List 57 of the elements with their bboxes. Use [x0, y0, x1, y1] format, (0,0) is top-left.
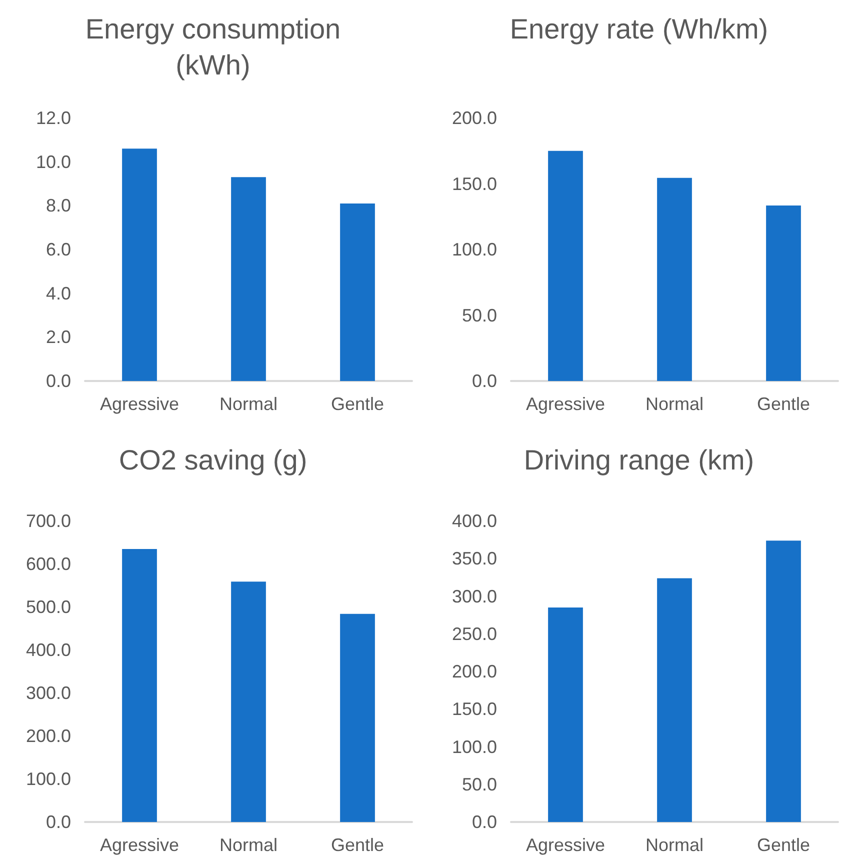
y-tick-label: 8.0: [46, 196, 71, 216]
bar: [122, 148, 157, 381]
bar: [340, 203, 375, 381]
y-tick-label: 300.0: [26, 683, 71, 703]
y-tick-label: 4.0: [46, 283, 71, 304]
y-tick-label: 200.0: [26, 726, 71, 746]
bar: [231, 582, 266, 822]
x-tick-label: Normal: [219, 835, 278, 855]
x-tick-label: Gentle: [756, 835, 810, 855]
y-tick-label: 350.0: [452, 548, 497, 569]
y-tick-label: 0.0: [46, 371, 71, 391]
x-tick-label: Normal: [645, 835, 704, 855]
x-tick-label: Agressive: [526, 835, 606, 855]
bar: [657, 578, 692, 822]
y-tick-label: 150.0: [452, 699, 497, 720]
y-tick-label: 150.0: [452, 174, 497, 194]
x-tick-label: Agressive: [100, 835, 180, 855]
y-tick-label: 10.0: [36, 152, 71, 172]
bar: [340, 614, 375, 822]
bar: [548, 150, 583, 381]
x-tick-label: Normal: [645, 394, 704, 414]
y-tick-label: 0.0: [46, 812, 71, 832]
y-tick-label: 700.0: [26, 511, 71, 531]
y-tick-label: 100.0: [452, 240, 497, 260]
chart-title: Energy consumption (kWh): [85, 14, 341, 80]
chart-title: Energy rate (Wh/km): [510, 14, 768, 44]
x-tick-label: Gentle: [756, 394, 810, 414]
y-tick-label: 200.0: [452, 108, 497, 128]
y-tick-label: 400.0: [452, 511, 497, 531]
y-tick-label: 2.0: [46, 327, 71, 348]
y-tick-label: 250.0: [452, 624, 497, 644]
y-tick-label: 6.0: [46, 240, 71, 260]
y-tick-label: 0.0: [472, 812, 497, 832]
y-tick-label: 100.0: [26, 769, 71, 789]
y-tick-label: 400.0: [26, 640, 71, 660]
y-tick-label: 0.0: [472, 371, 497, 391]
y-tick-label: 100.0: [452, 736, 497, 757]
y-tick-label: 200.0: [452, 662, 497, 682]
y-tick-label: 50.0: [462, 305, 497, 326]
x-tick-label: Normal: [219, 394, 278, 414]
x-tick-label: Agressive: [100, 394, 180, 414]
chart-title: Driving range (km): [524, 444, 754, 476]
y-tick-label: 12.0: [36, 108, 71, 128]
y-tick-label: 500.0: [26, 597, 71, 617]
bar: [548, 608, 583, 822]
chart-title: CO2 saving (g): [118, 444, 308, 476]
x-tick-label: Agressive: [526, 394, 606, 414]
bar: [766, 205, 801, 381]
y-tick-label: 50.0: [462, 774, 497, 794]
bar: [231, 177, 266, 381]
y-tick-label: 300.0: [452, 586, 497, 606]
x-tick-label: Gentle: [330, 394, 384, 414]
y-tick-label: 600.0: [26, 554, 71, 574]
bar: [766, 540, 801, 822]
bar: [657, 178, 692, 381]
bar: [122, 548, 157, 822]
x-tick-label: Gentle: [330, 835, 384, 855]
